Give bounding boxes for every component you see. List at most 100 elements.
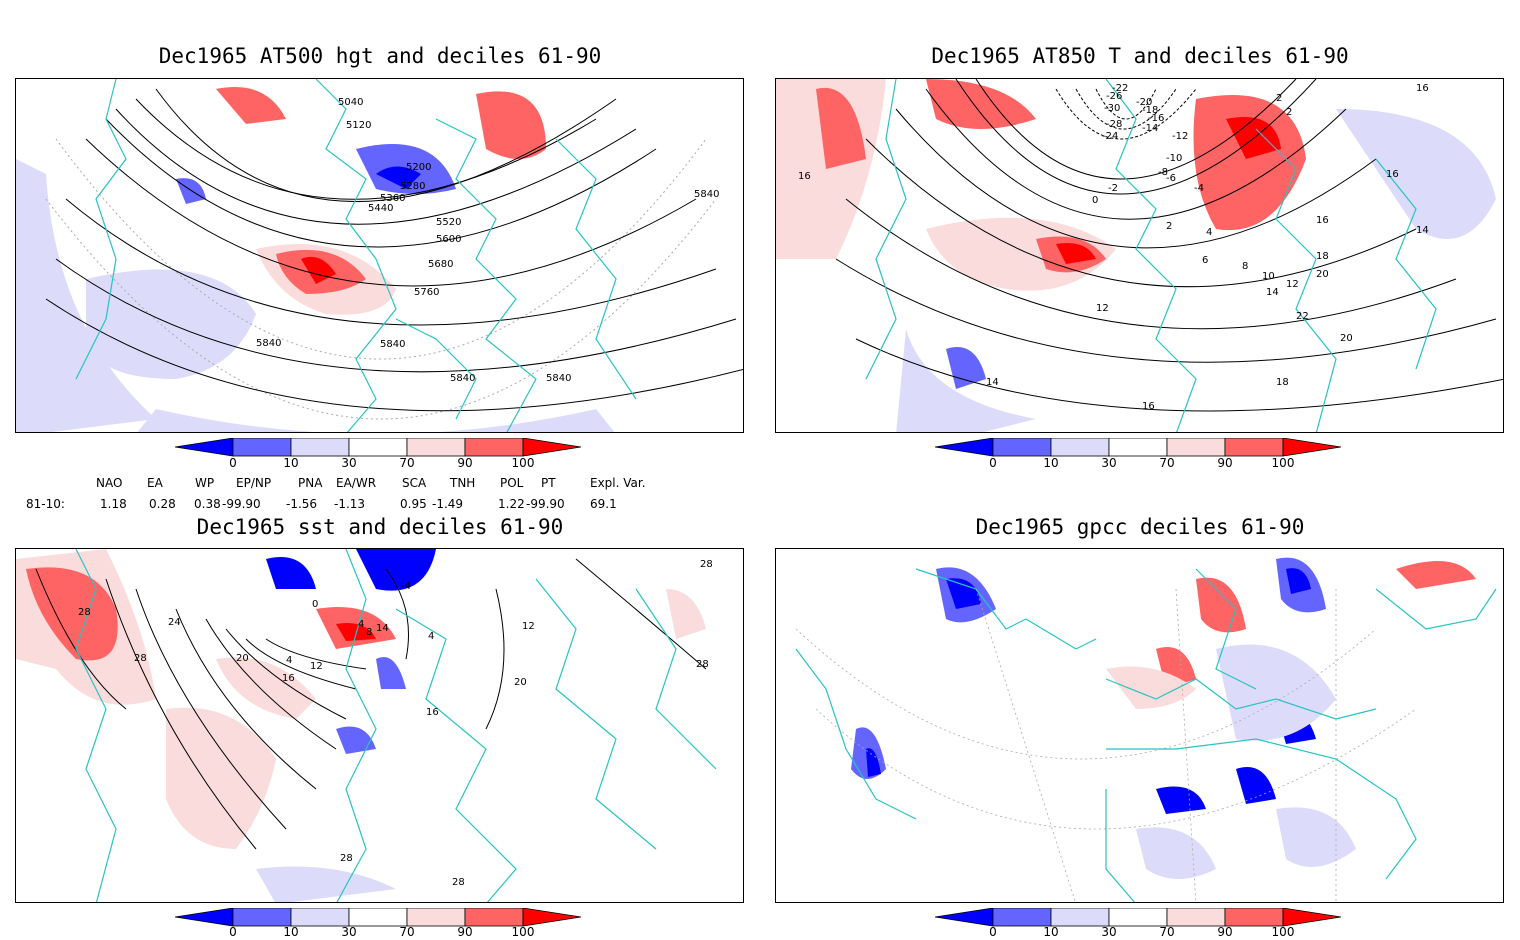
anomaly-shading [476,91,546,159]
index-name: WP [195,476,215,490]
contour-label: -20 [1136,97,1152,108]
anomaly-shading [26,567,118,661]
anomaly-shading [356,549,436,591]
index-value: 0.28 [149,497,176,511]
contour-label: 2 [1166,221,1172,232]
contour-label: 16 [282,673,295,684]
contour-label: 20 [514,677,527,688]
temperature-contours [835,79,1503,412]
anomaly-shading [1056,243,1096,264]
index-value: 1.18 [100,497,127,511]
colorbar-label: 0 [229,925,237,939]
contour-label: 12 [522,621,535,632]
anomaly-shading [666,589,706,639]
index-name: NAO [96,476,123,490]
colorbar-label: 0 [989,925,997,939]
contour-label: 8 [1242,261,1248,272]
contour-label: 6 [1202,255,1208,266]
index-name: SCA [402,476,427,490]
contour-label: -16 [1148,113,1164,124]
contour-label: -2 [1108,183,1118,194]
contour-label: 16 [1386,169,1399,180]
colorbar-bottom-right [935,908,1342,927]
anomaly-shading [816,87,866,169]
anomaly-shading [926,79,1036,129]
contour-label: 5840 [546,373,571,384]
contour-label: 5280 [400,181,425,192]
colorbar-label: 100 [1271,925,1295,939]
map-at850-t: -22 -26 -20 -30 -18 -16 -28 -14 -24 -12 … [775,78,1504,433]
index-value: -1.49 [432,497,464,511]
contour-label: 12 [310,661,323,672]
colorbar-label: 30 [1101,456,1117,470]
contour-label: 18 [1316,251,1329,262]
colorbar-label: 70 [399,925,415,939]
map-at500-hgt: 5040 5120 5200 5280 5360 5440 5520 5600 … [15,78,744,433]
contour-label: 8 [366,627,372,638]
anomaly-shading [336,726,376,754]
precip-deciles [851,557,1476,879]
colorbar-label: 10 [283,456,299,470]
contour-label: -30 [1104,103,1120,114]
anomaly-shading [926,217,1116,291]
index-name: EA [147,476,163,490]
index-name: PT [541,476,556,490]
contour-labels: -22 -26 -20 -30 -18 -16 -28 -14 -24 -12 … [798,83,1429,412]
index-name: POL [500,476,524,490]
colorbar-label: 0 [229,456,237,470]
contour-label: -28 [1106,119,1122,130]
contour-label: 5840 [694,189,719,200]
anomaly-shading [216,657,316,719]
contour-label: 22 [1296,311,1309,322]
contour-label: 0 [1092,195,1098,206]
colorbar-label: 90 [1217,925,1233,939]
index-value: 0.95 [400,497,427,511]
contour-label: 14 [1266,287,1279,298]
height-contours [45,88,743,412]
contour-label: -8 [1158,167,1168,178]
index-row-label: 81-10: [26,497,65,511]
negative-contours [1055,88,1197,140]
contour-labels: 28 24 28 20 16 12 4 0 4 8 14 4 -4 16 20 … [78,559,713,888]
contour-label: 28 [452,877,465,888]
contour-label: 5520 [436,217,461,228]
contour-label: 4 [286,655,292,666]
anomaly-shading [1193,95,1306,231]
index-value: -1.13 [334,497,366,511]
contour-label: -24 [1102,131,1118,142]
index-value: -1.56 [286,497,318,511]
latitude-circle [45,198,717,420]
contour-label: 5040 [338,97,363,108]
colorbar-bottom-left [175,908,582,927]
anomaly-shading [137,409,615,432]
contour-label: 4 [428,631,434,642]
index-value: 1.22 [498,497,525,511]
contour-label: 28 [340,853,353,864]
contour-label: 5840 [450,373,475,384]
anomaly-shading [376,166,421,189]
index-value: 69.1 [590,497,617,511]
colorbar-label: 10 [283,925,299,939]
colorbar-label: 30 [341,925,357,939]
index-value: -99.90 [526,497,565,511]
map-at500-svg: 5040 5120 5200 5280 5360 5440 5520 5600 … [16,79,743,432]
index-name: PNA [298,476,323,490]
contour-label: 14 [376,623,389,634]
contour-label: 5120 [346,120,371,131]
contour-label: 28 [696,659,709,670]
contour-label: 16 [1316,215,1329,226]
anomaly-shading [896,329,1036,432]
contour-label: 12 [1286,279,1299,290]
colorbar-label: 70 [1159,456,1175,470]
contour-label: 12 [1096,303,1109,314]
index-name: TNH [450,476,476,490]
contour-label: 16 [798,171,811,182]
contour-label: 5680 [428,259,453,270]
contour-label: 16 [1142,401,1155,412]
map-at850-svg: -22 -26 -20 -30 -18 -16 -28 -14 -24 -12 … [776,79,1503,432]
contour-label: 5840 [380,339,405,350]
panel1-title: Dec1965 AT500 hgt and deciles 61-90 [158,44,602,68]
colorbar-label: 90 [1217,456,1233,470]
contour-label: -6 [1166,173,1176,184]
contour-label: 5600 [436,234,461,245]
